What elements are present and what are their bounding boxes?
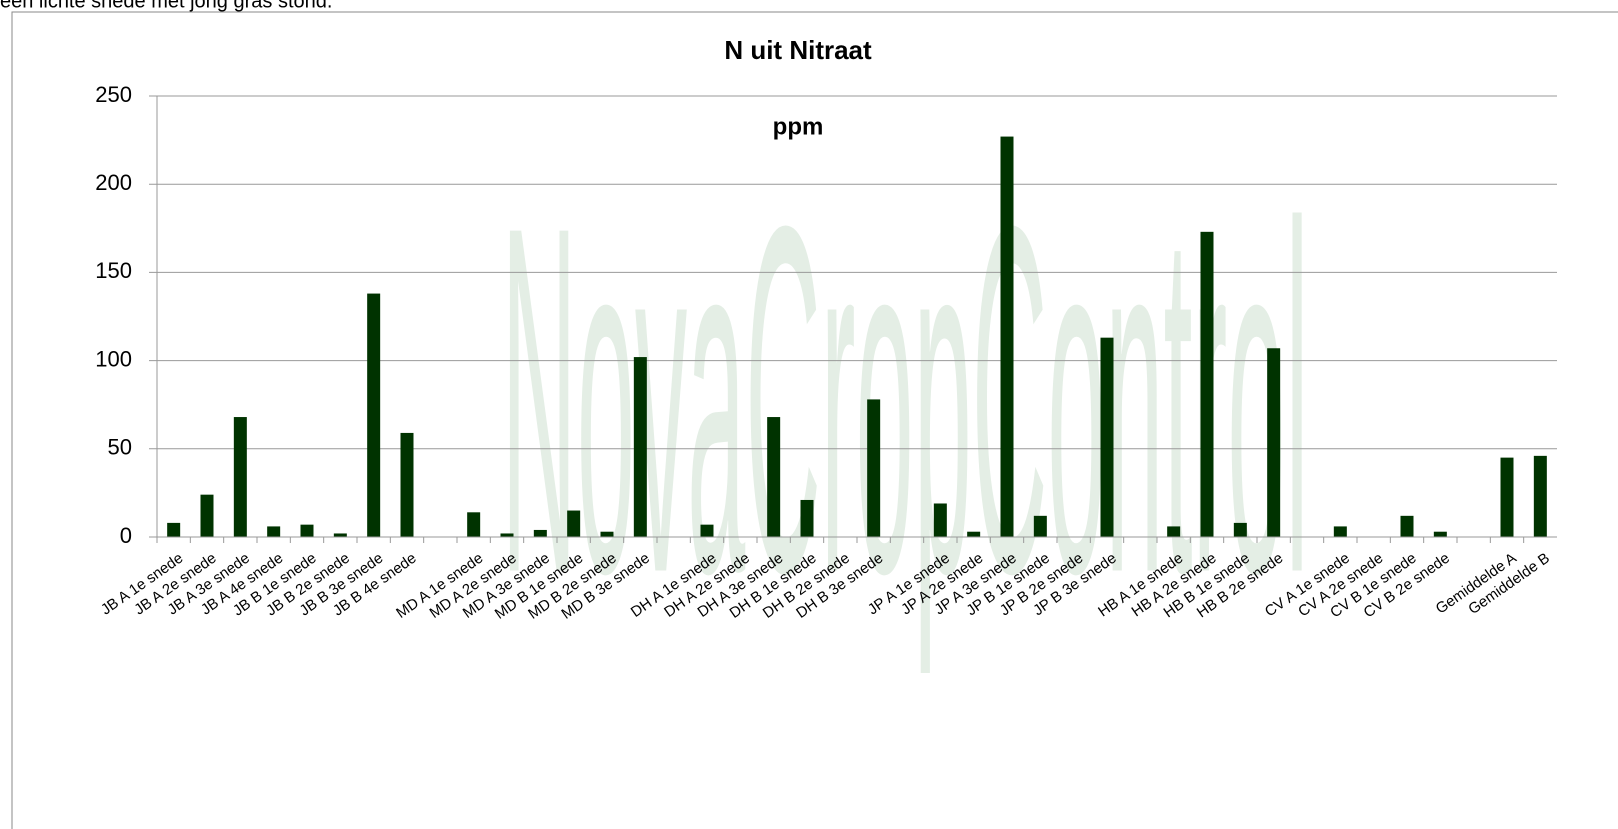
bar [333, 533, 347, 537]
header-text: een lichte snede met jong gras stond. [0, 0, 332, 12]
bar [967, 531, 981, 537]
bar [367, 293, 381, 537]
bar [467, 512, 481, 537]
bar [633, 357, 647, 537]
bar [1033, 515, 1047, 537]
chart-subtitle: ppm [773, 113, 824, 140]
bar [933, 503, 947, 537]
bar [400, 432, 414, 537]
y-tick-label: 250 [95, 82, 132, 107]
bar [1200, 231, 1214, 537]
bar [500, 533, 514, 537]
bar [200, 494, 214, 537]
bar [867, 399, 881, 537]
bar [1267, 348, 1281, 537]
bar [800, 499, 814, 537]
y-tick-label: 150 [95, 258, 132, 283]
bar [1000, 136, 1014, 537]
bar [767, 417, 781, 537]
chart-title: N uit Nitraat [724, 35, 872, 65]
bar [233, 417, 247, 537]
bar [1333, 526, 1347, 537]
y-tick-label: 200 [95, 170, 132, 195]
bar [533, 529, 547, 537]
bar [1100, 337, 1114, 537]
bar [1533, 455, 1547, 537]
bar [567, 510, 581, 537]
bar [300, 524, 314, 537]
y-tick-label: 50 [108, 435, 132, 460]
bar [600, 531, 614, 537]
bar [267, 526, 281, 537]
y-tick-label: 100 [95, 346, 132, 371]
bar [1167, 526, 1181, 537]
bar [167, 522, 181, 537]
bar [700, 524, 714, 537]
bar [1433, 531, 1447, 537]
bar [1233, 522, 1247, 537]
y-tick-label: 0 [120, 523, 132, 548]
chart-frame [11, 11, 1618, 829]
bar [1500, 457, 1514, 537]
bar [1400, 515, 1414, 537]
